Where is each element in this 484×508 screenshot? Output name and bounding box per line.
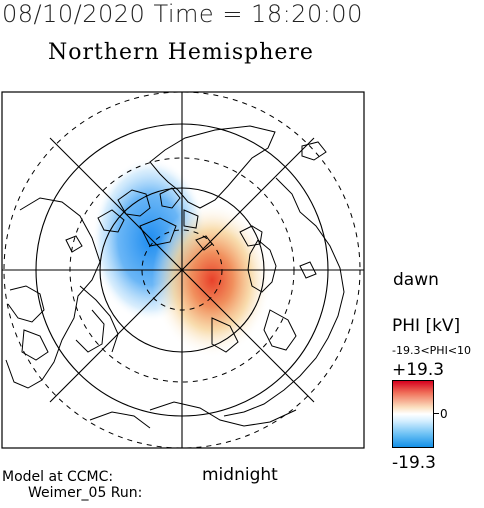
hemisphere-title: Northern Hemisphere bbox=[48, 40, 314, 65]
colorbar-zero-label: 0 bbox=[440, 407, 448, 421]
colorbar-title: PHI [kV] bbox=[392, 316, 461, 336]
colorbar-range: -19.3<PHI<10 bbox=[392, 344, 472, 357]
dawn-label: dawn bbox=[393, 270, 439, 290]
datetime-title: 08/10/2020 Time = 18:20:00 bbox=[2, 0, 363, 28]
colorbar-zero-tick bbox=[434, 413, 439, 414]
map-frame bbox=[1, 91, 365, 449]
colorbar-min-label: -19.3 bbox=[392, 453, 436, 473]
run-label: Weimer_05 Run: bbox=[28, 485, 143, 501]
colorbar-max-label: +19.3 bbox=[392, 360, 445, 380]
model-label: Model at CCMC: bbox=[2, 469, 114, 485]
colorbar bbox=[392, 380, 434, 448]
midnight-label: midnight bbox=[202, 465, 278, 485]
meridian-lines bbox=[2, 92, 364, 448]
polar-map bbox=[1, 91, 365, 449]
